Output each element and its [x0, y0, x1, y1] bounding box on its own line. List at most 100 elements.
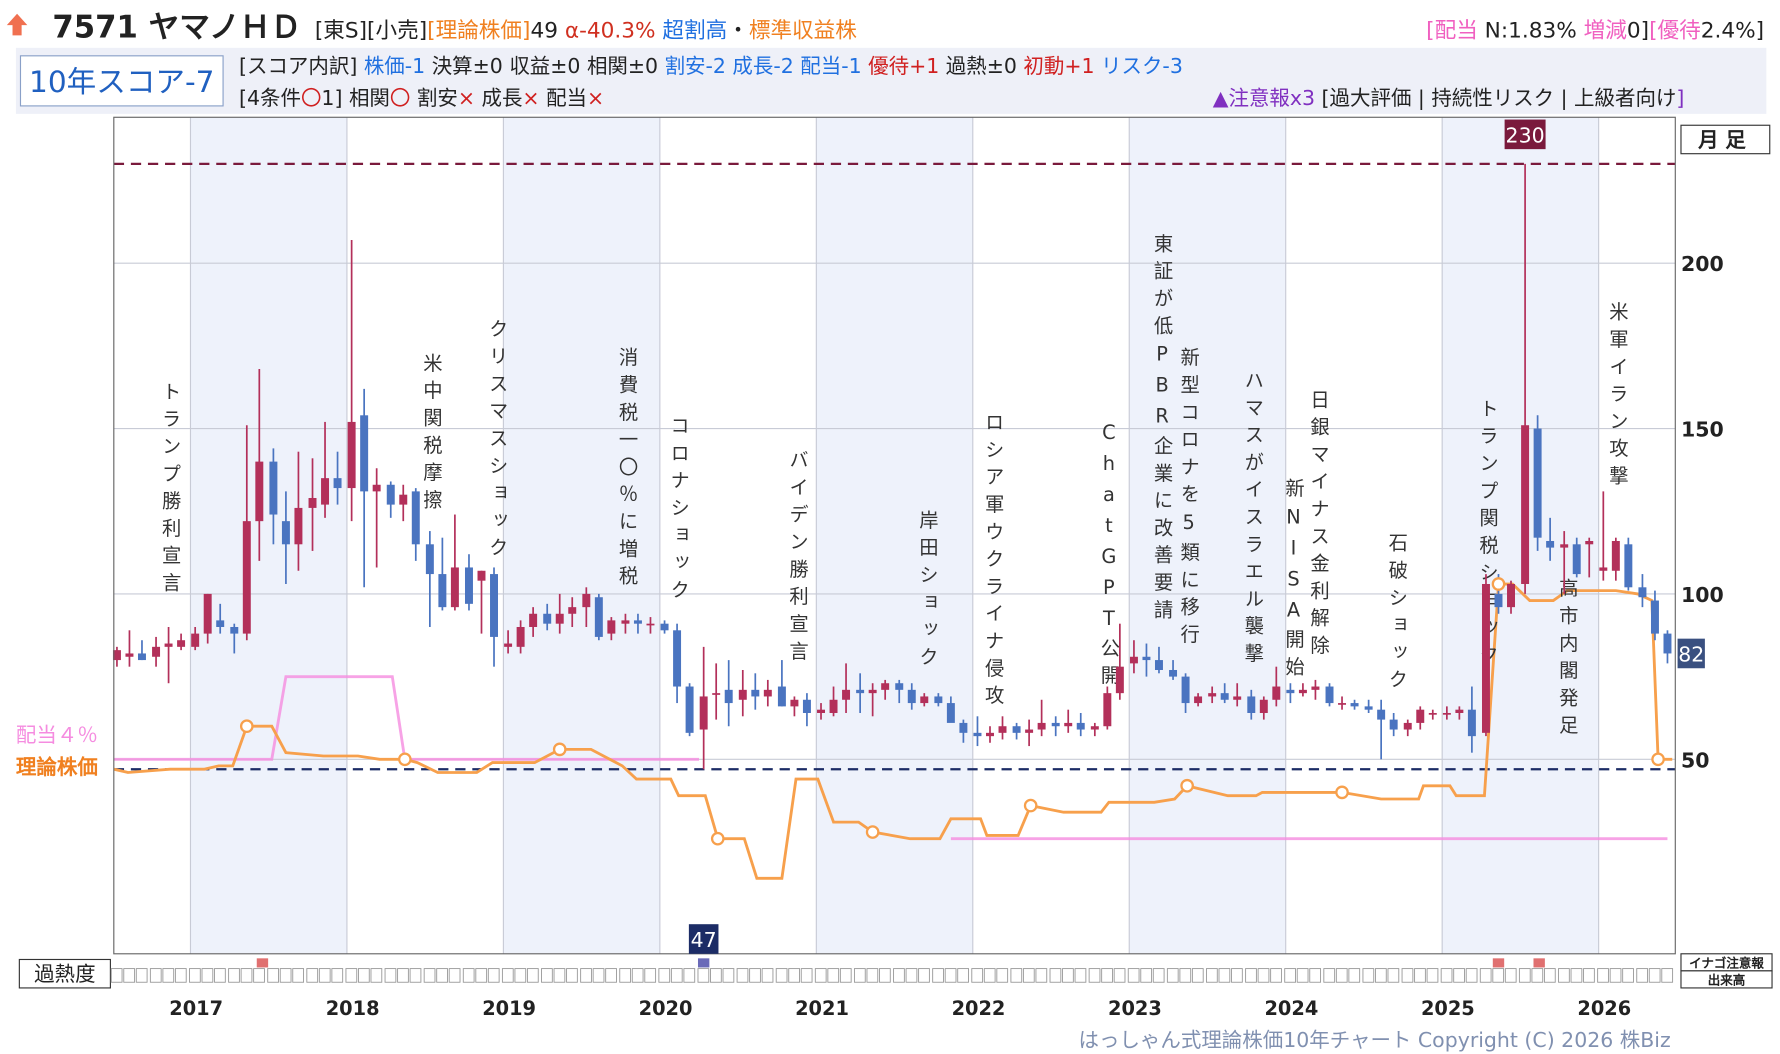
- candle-body: [973, 732, 982, 737]
- copyright: はっしゃん式理論株価10年チャート Copyright (C) 2026 株Bi…: [1079, 1028, 1671, 1052]
- score-box: [19, 55, 224, 107]
- candle-body: [1090, 726, 1099, 730]
- candle-body: [1560, 544, 1569, 548]
- candle-body: [607, 620, 616, 634]
- candle-body: [1325, 686, 1334, 704]
- heat-cell: [306, 968, 319, 983]
- year-band: [503, 117, 660, 954]
- condition-item: 配当: [540, 86, 587, 110]
- heat-cell: [526, 968, 539, 983]
- heat-cell: [1284, 968, 1296, 983]
- heat-cell: [1074, 968, 1087, 983]
- heat-cell: [228, 968, 240, 983]
- y-tick-label: 200: [1681, 252, 1724, 276]
- candle-body: [321, 478, 330, 505]
- condition-item: 〇: [301, 86, 321, 110]
- heat-cell: [697, 968, 710, 983]
- heat-cell: [1543, 968, 1556, 983]
- heat-cell: [110, 968, 123, 983]
- event-label: 消費税一〇％に増税: [616, 347, 639, 593]
- score-breakdown: [スコア内訳] 株価-1 決算±0 収益±0 相関±0 割安-2 成長-2 配当…: [239, 54, 1183, 78]
- candle-body: [360, 415, 369, 492]
- candle-body: [1286, 689, 1295, 694]
- heat-cell: [1140, 968, 1153, 983]
- candle-body: [1169, 669, 1178, 677]
- candle-body: [1638, 587, 1647, 598]
- heat-cell: [932, 968, 944, 983]
- header-segment: [東S][小売]: [315, 19, 427, 44]
- heat-cell: [267, 968, 279, 983]
- condition-item: ×: [458, 86, 475, 110]
- heat-cell: [501, 968, 514, 983]
- candle-body: [673, 630, 682, 687]
- series-label: 理論株価: [16, 755, 98, 779]
- period: 月足: [1697, 128, 1753, 152]
- header-segment: [優待: [1649, 19, 1701, 44]
- score-item: 相関±0: [580, 54, 658, 78]
- header-segment: ・: [727, 19, 749, 44]
- event-label: トランプ勝利宣言: [159, 381, 182, 599]
- warning-item: [過大評価 | 持続性リスク | 上級者向け: [1315, 86, 1676, 111]
- candle-body: [959, 722, 968, 733]
- candle-body: [817, 709, 825, 713]
- heat-cell: [1401, 968, 1414, 983]
- candle-body: [633, 620, 642, 624]
- candle-body: [712, 693, 721, 695]
- heat-cell: [1518, 968, 1531, 983]
- candle-body: [699, 696, 708, 730]
- heat-cell: [1531, 968, 1544, 983]
- candle-body: [895, 683, 904, 690]
- candle-body: [1624, 544, 1633, 588]
- heat-cell: [384, 968, 397, 983]
- overheat-marker: [256, 958, 269, 968]
- event-label: 日銀マイナス金利解除: [1307, 389, 1330, 662]
- heat-cell: [918, 968, 930, 983]
- candle-body: [152, 646, 161, 657]
- heat-cell: [566, 968, 578, 983]
- heat-cell: [1218, 968, 1231, 983]
- y-tick-label: 150: [1681, 417, 1724, 441]
- candle-body: [1611, 540, 1620, 571]
- condition-item: [4条件: [239, 86, 301, 110]
- heat-cell: [1348, 968, 1361, 983]
- header-segment: [理論株価]: [427, 19, 530, 44]
- heat-cell: [1257, 968, 1270, 983]
- heat-cell: [397, 968, 409, 983]
- candle-body: [986, 732, 994, 737]
- candle-body: [269, 461, 278, 515]
- heat-cell: [1335, 968, 1348, 983]
- x-tick-label: 2018: [326, 997, 380, 1020]
- candle-body: [621, 620, 630, 624]
- candle-body: [582, 593, 591, 608]
- candle-body: [1389, 719, 1398, 730]
- heat-cell: [162, 968, 175, 983]
- event-label: 米中関税摩擦: [420, 353, 443, 517]
- heat-cell: [462, 968, 475, 983]
- candle-body: [881, 683, 890, 690]
- max-label: 230: [1506, 123, 1545, 147]
- theory-line: [113, 582, 1673, 880]
- heat-cell: [879, 968, 891, 983]
- candle-body: [281, 521, 290, 545]
- heat-cell: [1022, 968, 1035, 983]
- heat-cell: [996, 968, 1009, 983]
- candle-body: [934, 696, 943, 704]
- candle-body: [1546, 540, 1555, 548]
- heat-cell: [580, 968, 592, 983]
- header-line: 7571 ヤマノＨＤ [東S][小売][理論株価]49 α-40.3% 超割高・標…: [52, 10, 857, 46]
- heat-cell: [345, 968, 358, 983]
- heat-cell: [893, 968, 905, 983]
- candle-body: [1416, 709, 1425, 723]
- theory-marker: [1180, 778, 1194, 793]
- condition-item: 〇: [390, 86, 410, 110]
- heat-cell: [370, 968, 383, 983]
- event-label: 高市内閣発足: [1556, 578, 1579, 742]
- heat-cell: [800, 968, 813, 983]
- theory-marker: [1335, 785, 1349, 800]
- condition-item: 1]: [321, 86, 342, 110]
- candle-body: [425, 544, 434, 575]
- heat-cell: [1309, 968, 1322, 983]
- warning: ▲注意報x3 [過大評価 | 持続性リスク | 上級者向け]: [1213, 86, 1685, 111]
- candle-body: [1220, 693, 1229, 700]
- heat-cell: [174, 968, 187, 983]
